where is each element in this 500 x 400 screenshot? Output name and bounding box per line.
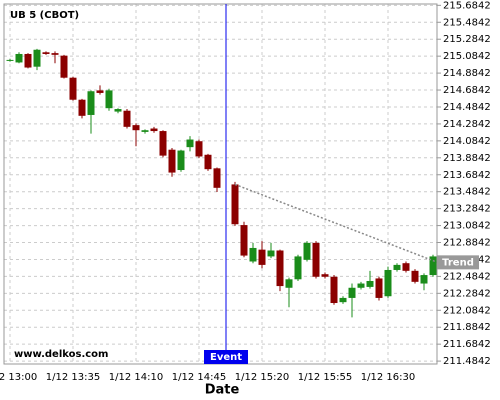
candle-body <box>339 297 347 303</box>
candle-body <box>6 59 14 61</box>
x-tick-label: 1/12 15:55 <box>298 372 352 383</box>
candle-body <box>15 53 23 63</box>
y-tick-label: 213.8842 <box>443 153 491 164</box>
watermark: www.delkos.com <box>14 349 108 360</box>
candle-body <box>24 53 32 68</box>
y-tick-label: 214.8842 <box>443 68 491 79</box>
x-tick-label: 1/12 16:30 <box>361 372 415 383</box>
y-tick-label: 214.0842 <box>443 136 491 147</box>
x-tick-label: 1/12 13:00 <box>0 372 37 383</box>
y-tick-label: 214.2842 <box>443 119 491 130</box>
candle-body <box>204 154 212 170</box>
candle-body <box>303 242 311 260</box>
y-tick-label: 212.2842 <box>443 288 491 299</box>
candle-body <box>69 77 77 100</box>
candle-body <box>366 280 374 287</box>
candle-body <box>141 130 149 132</box>
y-tick-label: 215.4842 <box>443 17 491 28</box>
event-label: Event <box>210 352 242 363</box>
candle-body <box>213 168 221 188</box>
x-tick-label: 1/12 14:10 <box>109 372 163 383</box>
candle-body <box>402 263 410 271</box>
y-tick-label: 211.6842 <box>443 339 491 350</box>
candle-body <box>375 278 383 298</box>
candle-body <box>78 99 86 116</box>
candle-body <box>258 249 266 265</box>
candle-body <box>87 91 95 115</box>
candle-body <box>249 247 257 262</box>
candle-body <box>96 90 104 93</box>
x-axis-title: Date <box>205 383 240 398</box>
candle-body <box>420 275 428 284</box>
event-label-box <box>204 350 248 364</box>
y-tick-label: 214.6842 <box>443 85 491 96</box>
y-tick-label: 212.0842 <box>443 305 491 316</box>
candle-body <box>195 141 203 157</box>
candle-body <box>240 225 248 256</box>
x-tick-label: 1/12 15:20 <box>235 372 289 383</box>
y-tick-label: 213.4842 <box>443 187 491 198</box>
y-tick-label: 215.0842 <box>443 51 491 62</box>
candle-body <box>105 90 113 109</box>
y-tick-label: 212.8842 <box>443 238 491 249</box>
candle-body <box>321 274 329 277</box>
candle-body <box>312 242 320 277</box>
trend-label-box <box>437 255 479 270</box>
candle-body <box>348 287 356 298</box>
candle-body <box>159 131 167 156</box>
y-tick-label: 213.2842 <box>443 204 491 215</box>
candle-body <box>267 250 275 257</box>
candle-body <box>429 256 437 276</box>
x-tick-label: 1/12 14:45 <box>172 372 226 383</box>
x-tick-label: 1/12 13:35 <box>46 372 100 383</box>
candle-body <box>51 53 59 55</box>
candle-body <box>114 109 122 112</box>
candle-body <box>285 279 293 288</box>
candle-body <box>384 269 392 297</box>
y-tick-label: 211.4842 <box>443 356 491 367</box>
y-tick-label: 215.2842 <box>443 34 491 45</box>
y-tick-label: 212.4842 <box>443 271 491 282</box>
candle-body <box>123 110 131 127</box>
chart-title: UB 5 (CBOT) <box>10 10 79 21</box>
candle-body <box>177 150 185 171</box>
y-tick-label: 213.6842 <box>443 170 491 181</box>
candle-body <box>150 128 158 132</box>
candle-body <box>393 264 401 270</box>
candle-body <box>294 256 302 280</box>
trend-line <box>234 183 438 264</box>
candle-body <box>231 184 239 225</box>
candle-body <box>42 52 50 54</box>
y-tick-label: 214.4842 <box>443 102 491 113</box>
candle-body <box>132 125 140 131</box>
y-tick-label: 215.6842 <box>443 0 491 11</box>
candle-body <box>33 49 41 67</box>
candle-body <box>276 250 284 287</box>
trend-label: Trend <box>442 257 474 268</box>
candle-body <box>330 276 338 304</box>
candle-body <box>186 139 194 148</box>
candle-body <box>60 55 68 78</box>
y-tick-label: 213.0842 <box>443 221 491 232</box>
candle-body <box>357 283 365 288</box>
candle-body <box>168 149 176 173</box>
candle-body <box>411 270 419 282</box>
y-tick-label: 211.8842 <box>443 322 491 333</box>
